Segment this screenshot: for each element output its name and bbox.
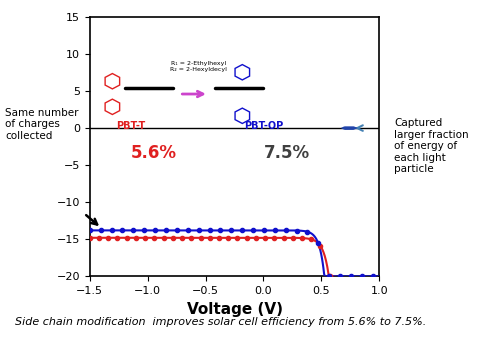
Text: 7.5%: 7.5% <box>263 144 309 162</box>
Text: 5.6%: 5.6% <box>130 144 176 162</box>
Text: Captured
larger fraction
of energy of
each light
particle: Captured larger fraction of energy of ea… <box>394 118 469 174</box>
X-axis label: Voltage (V): Voltage (V) <box>187 302 282 317</box>
Text: Same number
of charges
collected: Same number of charges collected <box>5 108 78 141</box>
Text: R₁ = 2-Ethylhexyl
R₂ = 2-Hexyldecyl: R₁ = 2-Ethylhexyl R₂ = 2-Hexyldecyl <box>170 61 227 72</box>
Text: PBT-OP: PBT-OP <box>244 121 283 131</box>
Text: PBT-T: PBT-T <box>117 121 146 131</box>
Text: Side chain modification  improves solar cell efficiency from 5.6% to 7.5%.: Side chain modification improves solar c… <box>15 317 426 327</box>
